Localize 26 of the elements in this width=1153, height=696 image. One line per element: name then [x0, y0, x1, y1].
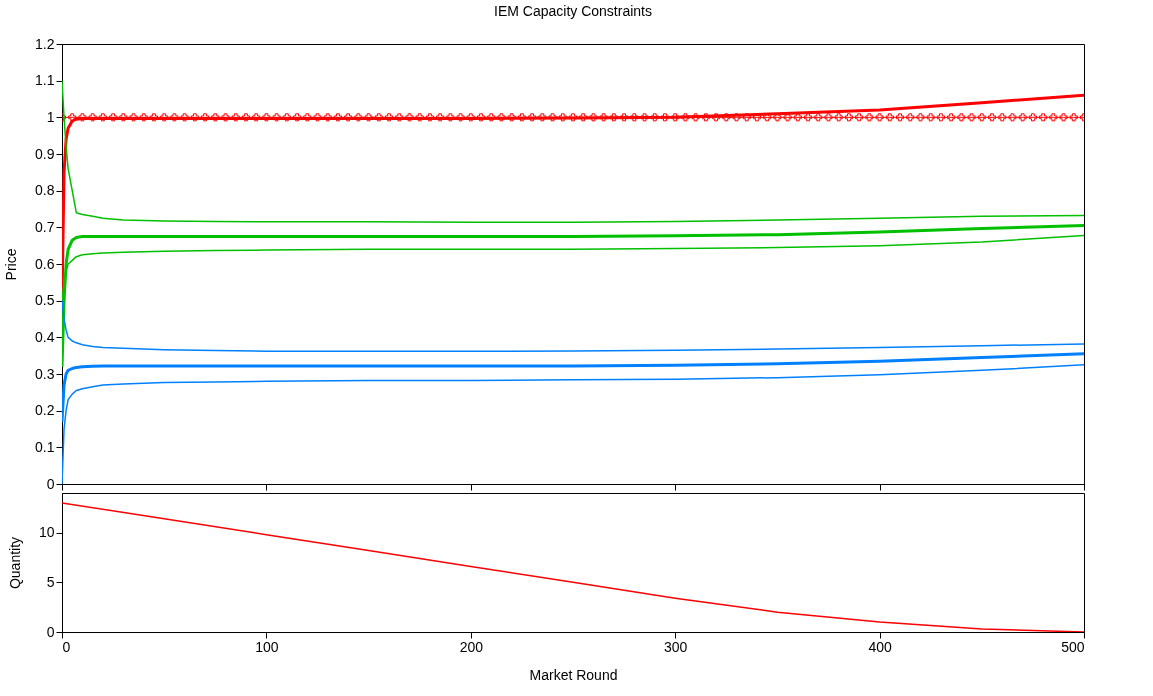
y-tick-label: 0.1	[35, 438, 55, 455]
y-tick-label: 0.4	[35, 328, 55, 345]
y-tick-label: 0.8	[35, 182, 55, 199]
x-tick-label: 300	[664, 638, 688, 655]
x-tick-label: 500	[1061, 638, 1085, 655]
x-tick-label: 0	[62, 638, 71, 655]
y-tick-label: 0.2	[35, 402, 55, 419]
y-tick-label: 5	[46, 573, 55, 590]
y-axis-title: Quantity	[6, 536, 23, 590]
x-tick-label: 400	[868, 638, 892, 655]
y-axis-title: Price	[3, 248, 20, 281]
x-axis-title: Market Round	[529, 666, 618, 683]
chart-title: IEM Capacity Constraints	[494, 3, 652, 19]
y-tick-label: 0.9	[35, 145, 55, 162]
y-tick-label: 0.5	[35, 292, 55, 309]
y-tick-label: 1.1	[35, 72, 55, 89]
y-tick-label: 0	[46, 475, 55, 492]
y-tick-label: 0.3	[35, 365, 55, 382]
y-tick-label: 1.2	[35, 35, 55, 52]
y-tick-label: 1	[46, 108, 55, 125]
y-tick-label: 0.6	[35, 255, 55, 272]
y-tick-label: 10	[38, 524, 55, 541]
y-tick-label: 0	[46, 623, 55, 640]
y-tick-label: 0.7	[35, 218, 55, 235]
x-tick-label: 200	[459, 638, 484, 655]
x-tick-label: 100	[255, 638, 279, 655]
